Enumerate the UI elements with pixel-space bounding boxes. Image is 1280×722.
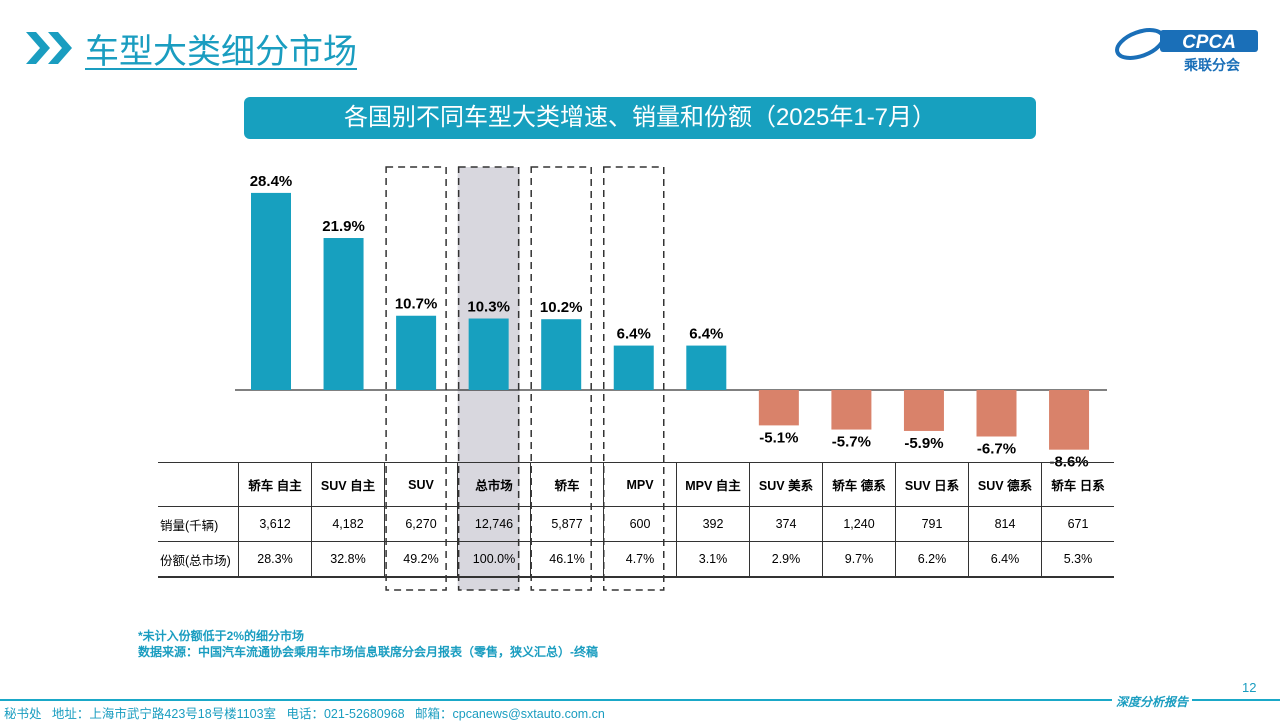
data-label: 6.4%: [689, 326, 723, 343]
row-label: 份额(总市场): [158, 541, 239, 578]
column-header: 轿车 自主: [238, 462, 312, 507]
table-cell: 4.7%: [603, 541, 677, 578]
table-cell: 3,612: [238, 506, 312, 542]
page-title: 车型大类细分市场: [85, 33, 357, 71]
data-label: 28.4%: [250, 173, 293, 190]
column-header: 轿车 德系: [822, 462, 896, 507]
bar: [1049, 390, 1090, 450]
table-cell: 1,240: [822, 506, 896, 542]
table-cell: 6,270: [384, 506, 458, 542]
data-label: -5.7%: [832, 434, 871, 451]
highlight-boxes: [385, 166, 665, 591]
column-header: MPV 自主: [676, 462, 750, 507]
bar: [251, 192, 291, 390]
table-row: 份额(总市场) 28.3% 32.8% 49.2% 100.0% 46.1% 4.7% 3.1…: [158, 541, 1114, 578]
highlight-box: [457, 166, 520, 591]
table-cell: 49.2%: [384, 541, 458, 578]
highlight-box: [385, 166, 447, 591]
table-cell: 3.1%: [676, 541, 750, 578]
data-label: 10.2%: [540, 299, 583, 316]
table-cell: 4,182: [311, 506, 385, 542]
table-corner: [158, 462, 239, 507]
table-cell: 5.3%: [1041, 541, 1114, 578]
footnote: *未计入份额低于2%的细分市场: [138, 629, 305, 643]
table-cell: 814: [968, 506, 1042, 542]
data-label: 10.3%: [467, 299, 510, 316]
table-cell: 100.0%: [457, 541, 531, 578]
highlight-box: [530, 166, 592, 591]
table-cell: 5,877: [530, 506, 604, 542]
table-cell: 2.9%: [749, 541, 823, 578]
column-header: SUV 自主: [311, 462, 385, 507]
bar: [613, 345, 654, 390]
footer-tag: 深度分析报告: [1112, 693, 1193, 710]
bar: [396, 315, 437, 390]
svg-text:乘联分会: 乘联分会: [1183, 57, 1241, 73]
bar: [831, 390, 872, 430]
table-cell: 671: [1041, 506, 1114, 542]
bar: [976, 390, 1017, 437]
bar: [468, 318, 509, 390]
bar: [323, 238, 364, 390]
data-label: 21.9%: [322, 218, 365, 235]
data-label: 6.4%: [617, 326, 651, 343]
data-label: -5.9%: [904, 435, 943, 452]
data-source: 数据来源：中国汽车流通协会乘用车市场信息联席分会月报表（零售，狭义汇总）-终稿: [138, 645, 598, 659]
table-cell: 28.3%: [238, 541, 312, 578]
row-label: 销量(千辆): [158, 506, 239, 542]
highlight-box: [603, 166, 665, 591]
footer-divider: [0, 699, 1280, 701]
table-cell: 12,746: [457, 506, 531, 542]
data-label: -5.1%: [759, 429, 798, 446]
footer-address: 秘书处 地址：上海市武宁路423号18号楼1103室 电话：021-526809…: [4, 707, 605, 721]
column-header: SUV 日系: [895, 462, 969, 507]
table-cell: 9.7%: [822, 541, 896, 578]
data-label: 10.7%: [395, 296, 438, 313]
bar: [686, 345, 727, 390]
cpca-logo: CPCA 乘联分会: [1115, 28, 1258, 73]
chevron-icon: [26, 32, 72, 64]
table-cell: 46.1%: [530, 541, 604, 578]
bar: [758, 390, 799, 426]
table-row: 销量(千辆) 3,612 4,182 6,270 12,746 5,877 600 392 37…: [158, 506, 1114, 542]
table-cell: 6.4%: [968, 541, 1042, 578]
table-cell: 392: [676, 506, 750, 542]
table-cell: 6.2%: [895, 541, 969, 578]
page-number: 12: [1242, 680, 1257, 695]
table-cell: 374: [749, 506, 823, 542]
column-header: SUV 美系: [749, 462, 823, 507]
bar: [541, 319, 582, 390]
bar: [903, 390, 944, 431]
svg-text:CPCA: CPCA: [1182, 32, 1236, 53]
chart-title-banner: 各国别不同车型大类增速、销量和份额（2025年1-7月）: [244, 97, 1036, 139]
data-label: -6.7%: [977, 440, 1016, 457]
table-cell: 32.8%: [311, 541, 385, 578]
table-cell: 600: [603, 506, 677, 542]
data-table: 轿车 自主 SUV 自主 SUV 总市场 轿车 MPV MPV 自主 SUV 美系 轿车 德系 S…: [158, 462, 1114, 578]
